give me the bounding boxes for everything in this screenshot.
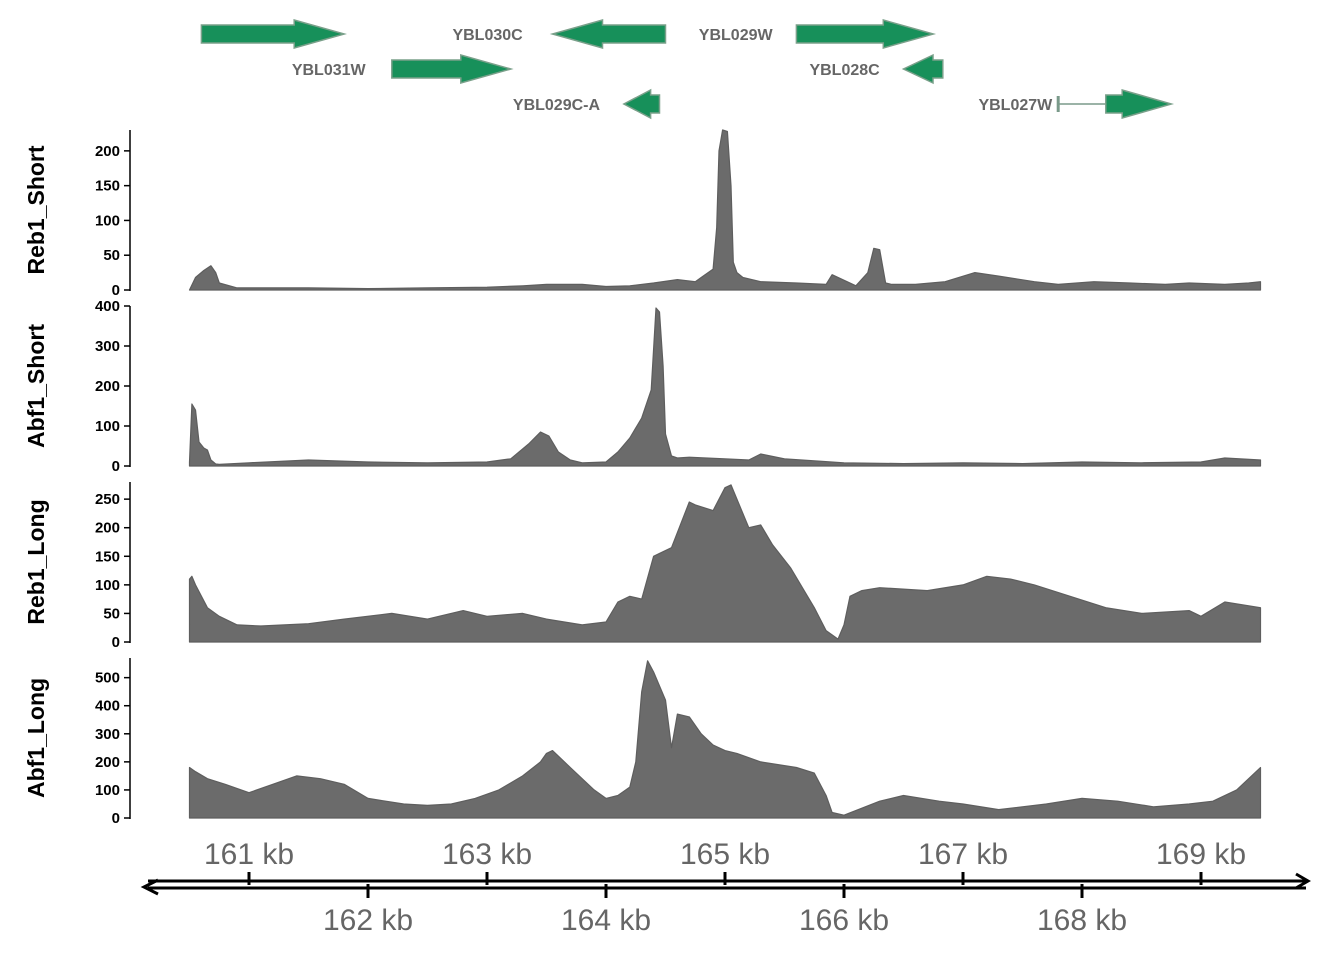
y-tick-label: 0 bbox=[112, 810, 120, 827]
gene-arrow bbox=[901, 53, 944, 85]
gene-arrow bbox=[200, 19, 347, 49]
gene-label: YBL029W bbox=[699, 27, 774, 44]
y-tick-label: 50 bbox=[103, 247, 120, 264]
y-tick-label: 100 bbox=[95, 212, 120, 229]
gene-arrow bbox=[549, 19, 667, 49]
y-tick-label: 250 bbox=[95, 491, 120, 508]
gene-label: YBL030C bbox=[452, 27, 523, 44]
y-tick-label: 0 bbox=[112, 634, 120, 651]
axis-label-top: 161 kb bbox=[204, 838, 294, 871]
track-Abf1_Short: 0 100 200 300 400 Abf1_Short bbox=[23, 298, 1262, 475]
axis-arrow-right bbox=[1295, 872, 1311, 890]
y-tick-label: 200 bbox=[95, 143, 120, 160]
y-tick-label: 200 bbox=[95, 520, 120, 537]
y-tick-label: 300 bbox=[95, 726, 120, 743]
y-tick-label: 100 bbox=[95, 577, 120, 594]
gene-label: YBL029C-A bbox=[513, 97, 601, 114]
track-label: Abf1_Short bbox=[23, 324, 49, 448]
gene-arrow bbox=[795, 19, 937, 49]
axis-arrow-left bbox=[140, 878, 159, 896]
track-Reb1_Long: 0 50 100 150 200 250 Reb1_Long bbox=[23, 482, 1262, 651]
genomic-axis: 161 kb 163 kb 165 kb 167 kb 169 kb 162 kb 164 … bbox=[140, 838, 1311, 937]
signal-area bbox=[188, 129, 1262, 291]
y-tick-label: 50 bbox=[103, 605, 120, 622]
y-tick-label: 400 bbox=[95, 698, 120, 715]
signal-area bbox=[188, 307, 1262, 467]
y-tick-label: 300 bbox=[95, 338, 120, 355]
axis-label-bottom: 168 kb bbox=[1037, 904, 1127, 937]
track-label: Reb1_Short bbox=[23, 145, 49, 274]
gene-label: YBL027W bbox=[978, 97, 1053, 114]
gene-arrow bbox=[1105, 89, 1175, 119]
y-tick-label: 400 bbox=[95, 298, 120, 315]
signal-area bbox=[188, 484, 1262, 643]
y-tick-label: 0 bbox=[112, 282, 120, 299]
y-tick-label: 150 bbox=[95, 548, 120, 565]
y-tick-label: 200 bbox=[95, 378, 120, 395]
track-Reb1_Short: 0 50 100 150 200 Reb1_Short bbox=[23, 129, 1262, 299]
axis-label-top: 163 kb bbox=[442, 838, 532, 871]
gene-label: YBL031W bbox=[292, 62, 367, 79]
axis-label-top: 165 kb bbox=[680, 838, 770, 871]
signal-area bbox=[188, 660, 1262, 819]
axis-label-bottom: 162 kb bbox=[323, 904, 413, 937]
gene-label: YBL028C bbox=[809, 62, 880, 79]
y-tick-label: 200 bbox=[95, 754, 120, 771]
gene-annotation-track: YBL030C YBL029W YBL031W YBL028C YBL029C-A YBL… bbox=[200, 19, 1175, 120]
y-tick-label: 100 bbox=[95, 418, 120, 435]
gene-arrow bbox=[622, 88, 661, 120]
track-label: Abf1_Long bbox=[23, 678, 49, 798]
axis-label-bottom: 166 kb bbox=[799, 904, 889, 937]
y-tick-label: 100 bbox=[95, 782, 120, 799]
track-Abf1_Long: 0 100 200 300 400 500 Abf1_Long bbox=[23, 658, 1262, 827]
y-tick-label: 500 bbox=[95, 670, 120, 687]
gene-arrow bbox=[391, 54, 514, 84]
track-label: Reb1_Long bbox=[23, 499, 49, 624]
y-tick-label: 150 bbox=[95, 178, 120, 195]
y-tick-label: 0 bbox=[112, 458, 120, 475]
signal-tracks: 0 50 100 150 200 Reb1_Short 0 100 200 300 400 Abf1_… bbox=[23, 129, 1262, 827]
axis-label-top: 169 kb bbox=[1156, 838, 1246, 871]
axis-label-top: 167 kb bbox=[918, 838, 1008, 871]
axis-label-bottom: 164 kb bbox=[561, 904, 651, 937]
